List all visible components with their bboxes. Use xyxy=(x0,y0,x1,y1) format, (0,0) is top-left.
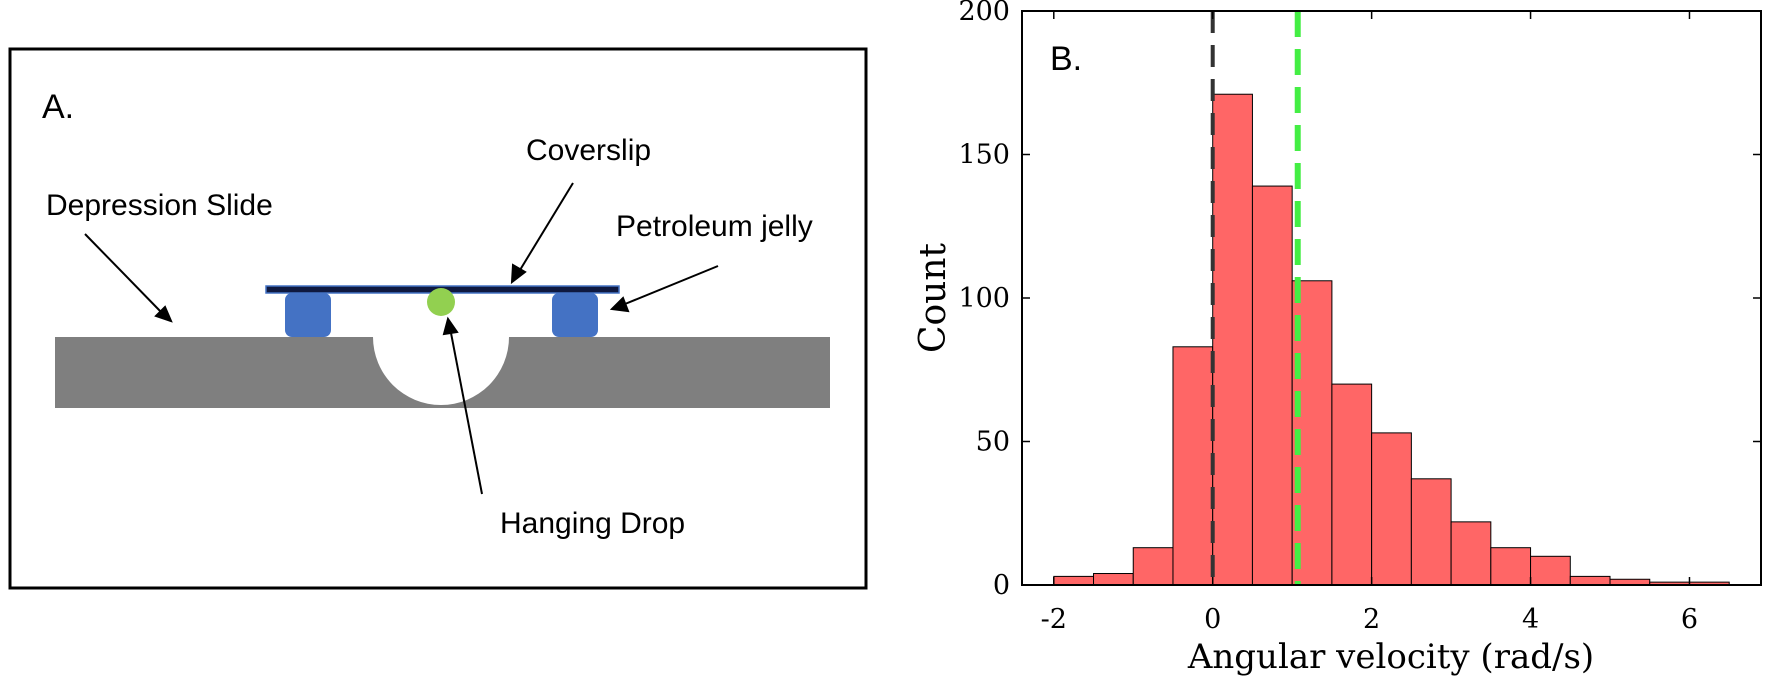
panel-b: -2 0 2 4 6 0 50 100 150 200 B. Angular velocity … xyxy=(913,0,1762,677)
y-axis-label: Count xyxy=(913,242,954,353)
histogram-bar xyxy=(1371,432,1412,586)
x-tick-label: -2 xyxy=(1041,604,1067,635)
callout-arrows xyxy=(84,182,719,495)
panel-a-label: A. xyxy=(42,88,74,126)
depression-slide xyxy=(55,337,830,408)
x-axis-label: Angular velocity (rad/s) xyxy=(1187,637,1594,677)
histogram-bars xyxy=(1053,93,1730,586)
petroleum-jelly-label: Petroleum jelly xyxy=(616,210,813,243)
histogram-bar xyxy=(1410,478,1452,586)
histogram-bar xyxy=(1331,383,1373,586)
y-tick-label: 150 xyxy=(958,140,1010,171)
hanging-drop-label: Hanging Drop xyxy=(500,507,685,540)
y-tick-label: 100 xyxy=(958,283,1010,314)
panel-a-frame xyxy=(8,47,868,590)
coverslip-arrowhead xyxy=(510,263,527,285)
panel-a: A. Coverslip Depression Slide Petroleum … xyxy=(8,47,868,590)
depression-slide-label: Depression Slide xyxy=(46,189,273,222)
x-tick-label: 0 xyxy=(1204,604,1221,635)
depression-slide-arrowhead xyxy=(154,305,173,323)
histogram-bar xyxy=(1172,346,1214,586)
histogram-bar xyxy=(1053,575,1095,586)
x-tick-label: 4 xyxy=(1522,604,1539,635)
x-tick-label: 2 xyxy=(1363,604,1380,635)
petroleum-jelly-left xyxy=(285,293,331,337)
coverslip-label: Coverslip xyxy=(526,134,651,167)
hanging-drop-arrowhead xyxy=(442,316,459,336)
reference-lines xyxy=(1210,11,1301,585)
y-tick-label: 50 xyxy=(976,427,1010,458)
coverslip-arrow xyxy=(519,182,574,271)
histogram-bar xyxy=(1530,555,1571,586)
hanging-drop xyxy=(427,288,455,316)
petroleum-jelly-right xyxy=(552,293,598,337)
petroleum-jelly-arrow xyxy=(624,265,719,305)
histogram-bar xyxy=(1569,575,1611,586)
histogram-bar xyxy=(1251,185,1293,586)
panel-b-label: B. xyxy=(1050,40,1082,78)
y-tick-label: 0 xyxy=(993,570,1010,601)
hanging-drop-arrow xyxy=(450,332,483,495)
histogram-bar xyxy=(1490,547,1532,586)
x-axis-ticks: -2 0 2 4 6 xyxy=(1041,11,1698,635)
y-axis-ticks: 0 50 100 150 200 xyxy=(958,0,1761,601)
histogram-bar xyxy=(1450,521,1492,586)
histogram-bar xyxy=(1132,547,1174,586)
histogram-bar xyxy=(1093,573,1134,586)
petroleum-jelly-arrowhead xyxy=(609,296,630,313)
x-tick-label: 6 xyxy=(1681,604,1698,635)
histogram-bar xyxy=(1212,93,1253,586)
depression-slide-arrow xyxy=(84,233,163,314)
y-tick-label: 200 xyxy=(958,0,1010,27)
